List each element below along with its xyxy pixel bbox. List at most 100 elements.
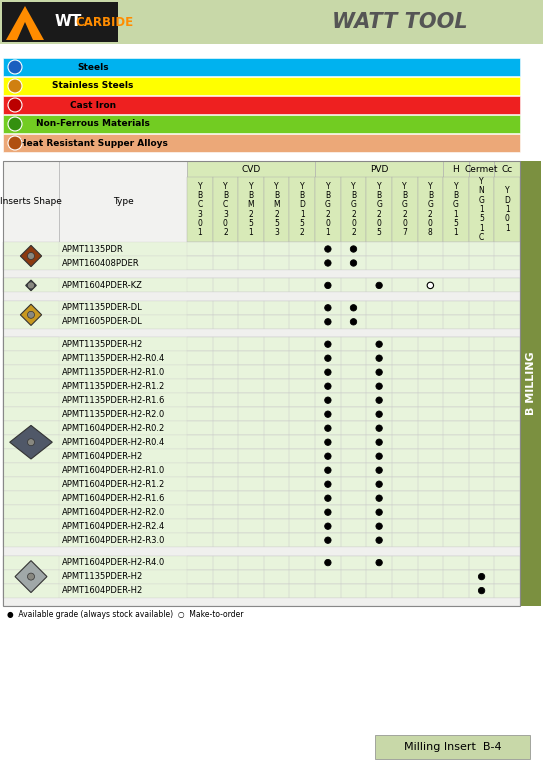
Text: Heat Resistant Supper Alloys: Heat Resistant Supper Alloys bbox=[18, 138, 167, 147]
Bar bbox=[264, 421, 289, 435]
Circle shape bbox=[376, 341, 382, 347]
Bar bbox=[367, 533, 392, 547]
Bar bbox=[443, 301, 469, 315]
Text: Y
B
M
2
5
1: Y B M 2 5 1 bbox=[248, 181, 254, 237]
Circle shape bbox=[325, 509, 331, 515]
Text: WT: WT bbox=[55, 15, 83, 29]
Text: CARBIDE: CARBIDE bbox=[75, 15, 133, 28]
Bar bbox=[264, 533, 289, 547]
Circle shape bbox=[28, 311, 35, 318]
Bar bbox=[3, 570, 520, 584]
Bar bbox=[315, 379, 340, 393]
Bar bbox=[418, 570, 443, 584]
Bar bbox=[443, 435, 469, 449]
Text: APMT1604PDER-KZ: APMT1604PDER-KZ bbox=[62, 281, 143, 290]
Bar bbox=[289, 519, 315, 533]
Bar bbox=[213, 584, 238, 598]
Bar bbox=[187, 570, 213, 584]
Bar bbox=[315, 492, 340, 505]
Bar bbox=[443, 449, 469, 463]
Bar bbox=[443, 177, 469, 242]
Bar bbox=[213, 492, 238, 505]
Bar bbox=[392, 407, 418, 421]
Text: APMT1135PDER-H2-R1.0: APMT1135PDER-H2-R1.0 bbox=[62, 368, 165, 376]
Bar bbox=[289, 242, 315, 256]
Text: APMT1604PDER-H2-R3.0: APMT1604PDER-H2-R3.0 bbox=[62, 536, 166, 545]
Bar bbox=[340, 351, 367, 366]
Bar bbox=[187, 407, 213, 421]
Bar bbox=[340, 463, 367, 477]
Bar bbox=[264, 337, 289, 351]
Bar bbox=[187, 463, 213, 477]
Bar bbox=[367, 337, 392, 351]
Bar bbox=[3, 96, 520, 114]
Bar bbox=[289, 279, 315, 293]
Circle shape bbox=[376, 439, 382, 445]
Bar bbox=[340, 477, 367, 492]
Bar bbox=[3, 161, 59, 242]
Bar bbox=[264, 351, 289, 366]
Circle shape bbox=[28, 439, 35, 445]
Bar bbox=[418, 505, 443, 519]
Bar bbox=[418, 315, 443, 329]
Bar bbox=[289, 407, 315, 421]
Bar bbox=[238, 242, 264, 256]
Bar bbox=[238, 315, 264, 329]
Bar bbox=[375, 735, 530, 759]
Bar bbox=[315, 449, 340, 463]
Bar bbox=[494, 301, 520, 315]
Bar bbox=[187, 279, 213, 293]
Bar bbox=[469, 477, 494, 492]
Bar bbox=[418, 477, 443, 492]
Circle shape bbox=[325, 537, 331, 544]
Polygon shape bbox=[15, 561, 47, 593]
Text: APMT1135PDER-H2-R1.6: APMT1135PDER-H2-R1.6 bbox=[62, 396, 166, 405]
Circle shape bbox=[376, 559, 382, 566]
Bar bbox=[213, 407, 238, 421]
Bar bbox=[367, 449, 392, 463]
Text: Stainless Steels: Stainless Steels bbox=[52, 81, 134, 91]
Bar bbox=[469, 533, 494, 547]
Circle shape bbox=[427, 282, 433, 289]
Bar bbox=[494, 519, 520, 533]
Bar bbox=[187, 337, 213, 351]
Text: APMT1135PDER-H2-R2.0: APMT1135PDER-H2-R2.0 bbox=[62, 409, 165, 419]
Bar bbox=[315, 301, 340, 315]
Bar bbox=[367, 407, 392, 421]
Bar bbox=[3, 421, 520, 435]
Bar bbox=[443, 351, 469, 366]
Bar bbox=[264, 463, 289, 477]
Bar bbox=[3, 379, 520, 393]
Bar bbox=[213, 505, 238, 519]
Bar bbox=[315, 407, 340, 421]
Bar bbox=[392, 366, 418, 379]
Bar bbox=[340, 421, 367, 435]
Bar bbox=[418, 256, 443, 270]
Circle shape bbox=[8, 117, 22, 131]
Text: S: S bbox=[12, 138, 18, 147]
Bar bbox=[340, 315, 367, 329]
Circle shape bbox=[376, 282, 382, 289]
Bar bbox=[443, 492, 469, 505]
Bar bbox=[187, 421, 213, 435]
Text: APMT1604PDER-H2-R2.4: APMT1604PDER-H2-R2.4 bbox=[62, 521, 165, 531]
Bar bbox=[315, 337, 340, 351]
Bar bbox=[367, 279, 392, 293]
Circle shape bbox=[376, 481, 382, 488]
Circle shape bbox=[376, 369, 382, 376]
Bar bbox=[340, 256, 367, 270]
Bar bbox=[3, 351, 59, 366]
Bar bbox=[289, 421, 315, 435]
Bar bbox=[418, 533, 443, 547]
Text: H: H bbox=[452, 164, 459, 174]
Bar bbox=[187, 533, 213, 547]
Bar bbox=[494, 177, 520, 242]
Bar bbox=[494, 555, 520, 570]
Bar bbox=[418, 555, 443, 570]
Bar bbox=[3, 293, 520, 301]
Bar bbox=[340, 449, 367, 463]
Bar bbox=[3, 584, 520, 598]
Bar bbox=[494, 279, 520, 293]
Bar bbox=[340, 379, 367, 393]
Bar bbox=[59, 161, 187, 242]
